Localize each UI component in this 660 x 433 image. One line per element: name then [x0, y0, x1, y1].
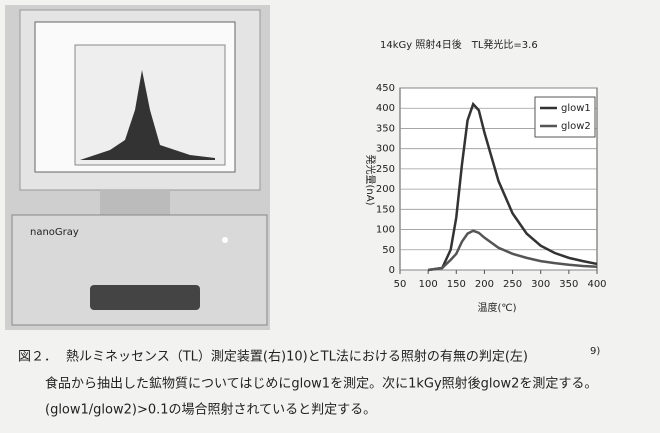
caption-label: 図２．: [18, 350, 57, 365]
y-tick-label: 0: [389, 265, 395, 276]
x-tick-label: 50: [394, 279, 407, 290]
caption-line: (glow1/glow2)>0.1の場合照射されていると判定する。: [45, 402, 376, 418]
device-photo: nanoGray: [5, 5, 270, 330]
caption-line: 食品から抽出した鉱物質についてはじめにglow1を測定。次に1kGy照射後glo…: [45, 376, 597, 392]
caption-ref: 9): [590, 346, 600, 357]
x-tick-label: 200: [475, 279, 494, 290]
y-tick-label: 300: [376, 144, 395, 155]
x-tick-label: 400: [587, 279, 606, 290]
x-axis-label: 温度(℃): [477, 301, 516, 314]
brand: nanoGray: [30, 227, 79, 238]
y-tick-label: 250: [376, 164, 395, 175]
y-tick-label: 50: [382, 245, 395, 256]
y-tick-label: 150: [376, 204, 395, 215]
series-line: [427, 229, 598, 272]
x-tick-label: 250: [503, 279, 522, 290]
legend: [534, 96, 596, 138]
chart-title: 14kGy 照射4日後 TL発光比=3.6: [380, 38, 538, 51]
x-tick-label: 150: [447, 279, 466, 290]
legend-label: glow2: [561, 121, 591, 132]
y-tick-label: 100: [376, 225, 395, 236]
y-tick-label: 450: [376, 83, 395, 94]
caption-title: 熱ルミネッセンス（TL）測定装置(右)10)とTL法における照射の有無の判定(左…: [66, 349, 528, 365]
y-tick-label: 400: [376, 103, 395, 114]
x-tick-label: 100: [419, 279, 438, 290]
y-tick-label: 350: [376, 123, 395, 134]
y-axis-label: 発光量(nA): [364, 155, 377, 206]
series-line: [427, 101, 598, 272]
x-tick-label: 300: [531, 279, 550, 290]
legend-label: glow1: [561, 103, 591, 114]
y-tick-label: 200: [376, 184, 395, 195]
x-tick-label: 350: [559, 279, 578, 290]
